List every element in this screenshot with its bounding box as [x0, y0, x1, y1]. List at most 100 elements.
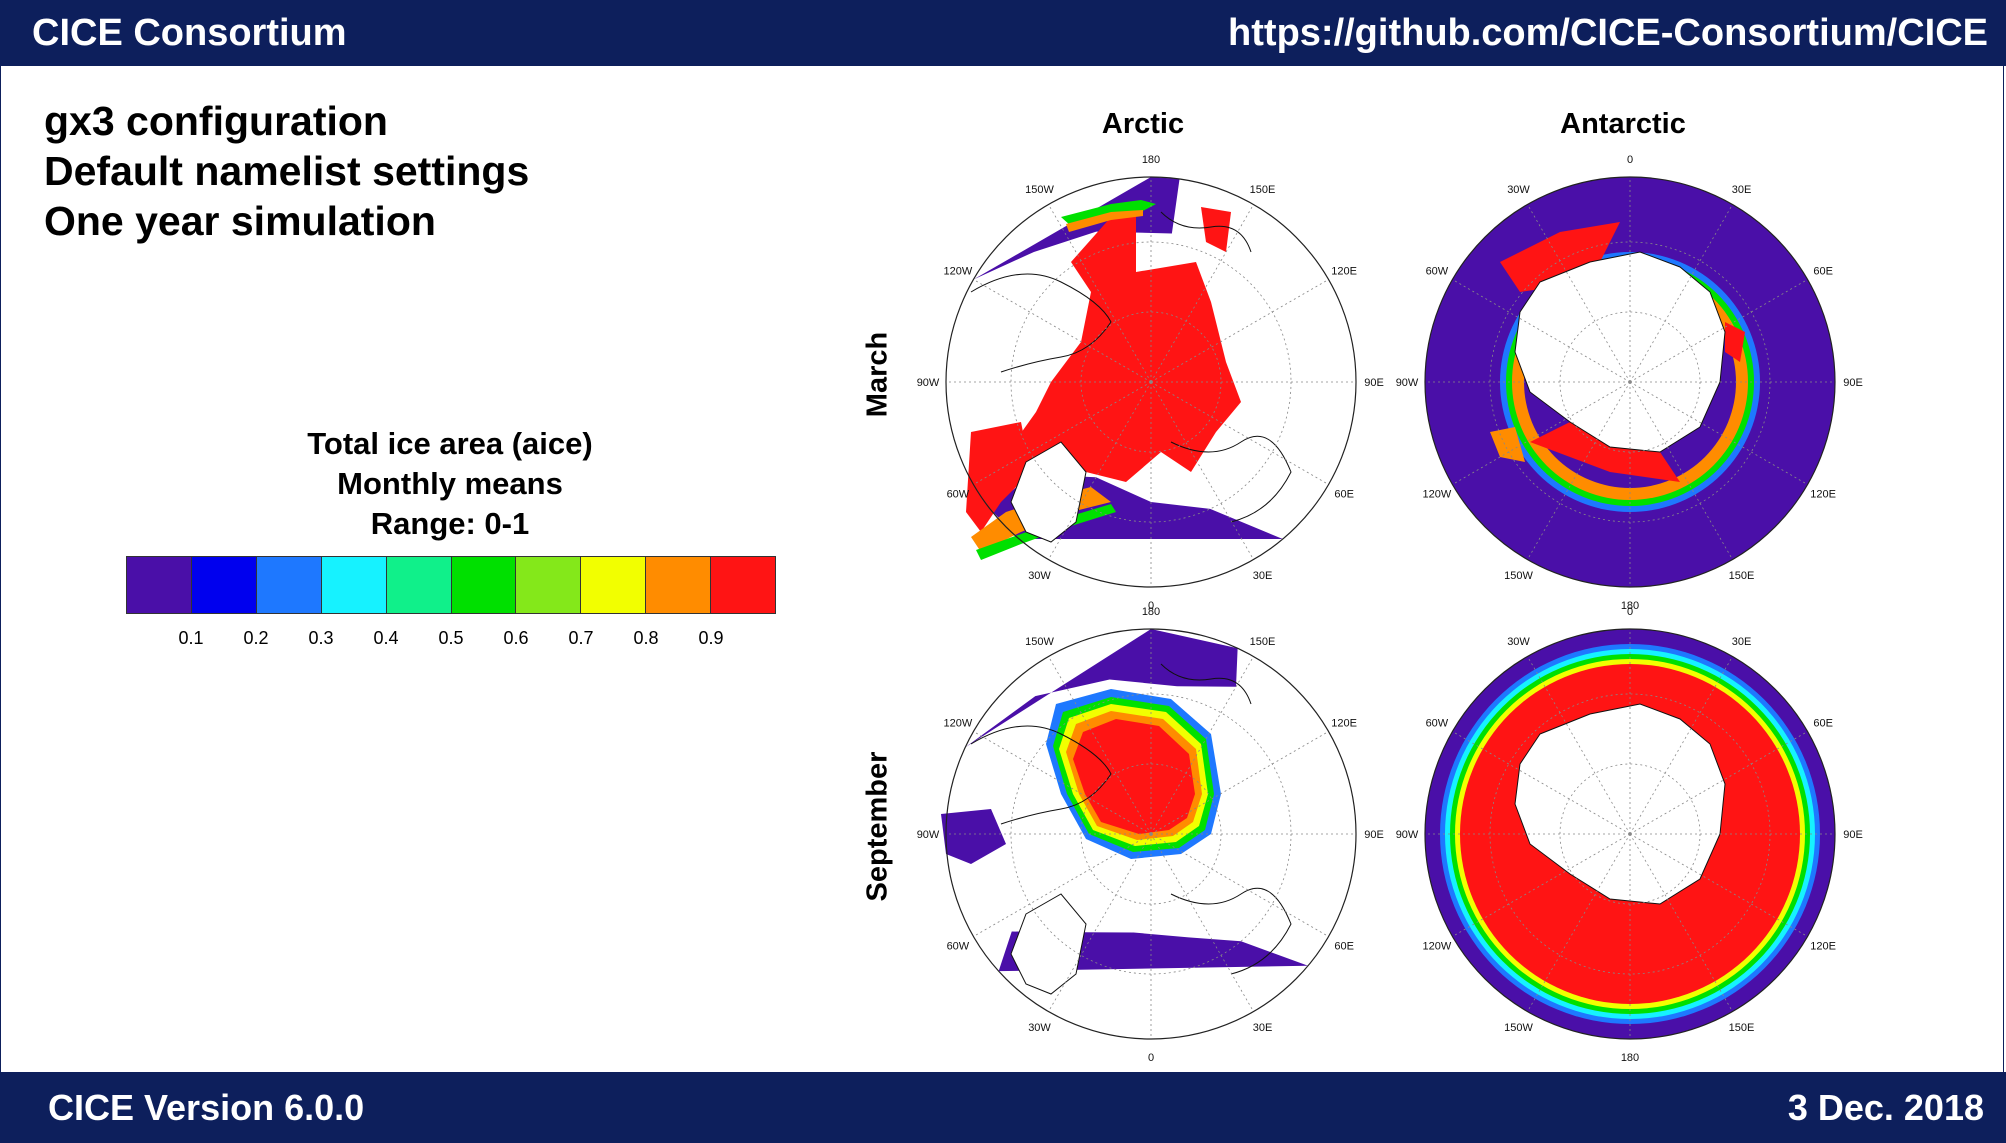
- longitude-label: 0: [1627, 154, 1633, 166]
- legend-title-line: Range: 0-1: [370, 506, 530, 541]
- meridian-line: [1527, 204, 1631, 383]
- meridian-line: [1527, 833, 1631, 1012]
- color-bar-tick-label: 0.6: [503, 628, 529, 648]
- meridian-line: [1629, 381, 1808, 485]
- intro-line: One year simulation: [44, 198, 436, 244]
- coastline: [1170, 435, 1292, 523]
- intro-line: gx3 configuration: [44, 98, 388, 144]
- meridian-line: [1150, 279, 1329, 383]
- land-antarctica: [1515, 252, 1725, 452]
- longitude-label: 180: [1621, 600, 1639, 612]
- sea-ice-high-region: [966, 422, 1031, 532]
- coastline: [1514, 251, 1726, 453]
- meridian-line: [1150, 656, 1254, 835]
- ocean-low-ice-region: [965, 629, 1238, 748]
- meridian-line: [1629, 731, 1808, 835]
- color-bar-tick-label: 0.7: [568, 628, 594, 648]
- footer-date: 3 Dec. 2018: [1787, 1086, 1984, 1128]
- longitude-label: 0: [1148, 1052, 1154, 1064]
- land-greenland: [1011, 894, 1086, 994]
- meridian-line: [973, 381, 1152, 485]
- legend-title-line: Monthly means: [337, 466, 563, 501]
- meridian-line: [1048, 381, 1152, 560]
- longitude-label: 150E: [1250, 184, 1276, 196]
- meridian-line: [1150, 833, 1329, 937]
- color-bar-segment: [516, 557, 582, 613]
- intro-line: Default namelist settings: [44, 148, 530, 194]
- row-title-september: September: [861, 751, 894, 902]
- map-boundary: [945, 628, 1357, 1040]
- map-boundary: [1424, 628, 1836, 1040]
- longitude-label: 150W: [1025, 636, 1054, 648]
- color-bar: [126, 556, 776, 614]
- longitude-label: 120W: [1423, 941, 1452, 953]
- color-bar-tick-label: 0.8: [633, 628, 659, 648]
- coastline: [1010, 441, 1087, 543]
- meridian-line: [1629, 204, 1733, 383]
- color-bar-segment: [256, 557, 322, 613]
- sea-ice-high-region: [1201, 207, 1231, 252]
- sea-ice-high-region: [1530, 422, 1680, 482]
- longitude-label: 60E: [1334, 941, 1354, 953]
- color-bar-ticks: 0.1 0.2 0.3 0.4 0.5 0.6 0.7 0.8 0.9: [0, 628, 900, 652]
- color-bar-segment: [386, 557, 452, 613]
- longitude-label: 120E: [1810, 941, 1836, 953]
- longitude-label: 90W: [917, 829, 940, 841]
- header-url[interactable]: https://github.com/CICE-Consortium/CICE: [1228, 11, 1988, 54]
- longitude-label: 30E: [1253, 570, 1273, 582]
- longitude-label: 120W: [944, 266, 973, 278]
- sea-ice-high-region: [1725, 322, 1745, 362]
- color-bar-segment: [191, 557, 257, 613]
- longitude-label: 60E: [1813, 718, 1833, 730]
- meridian-line: [973, 731, 1152, 835]
- longitude-label: 0: [1627, 606, 1633, 618]
- meridian-line: [1629, 656, 1733, 835]
- meridian-line: [1048, 833, 1152, 1012]
- meridian-line: [1629, 833, 1808, 937]
- meridian-line: [1150, 381, 1254, 560]
- color-bar-tick-label: 0.1: [178, 628, 204, 648]
- longitude-label: 120E: [1810, 489, 1836, 501]
- longitude-label: 90W: [1396, 829, 1419, 841]
- longitude-label: 30W: [1507, 184, 1530, 196]
- longitude-label: 150W: [1025, 184, 1054, 196]
- longitude-label: 120W: [1423, 489, 1452, 501]
- map-antarctic-september: 0 30E 60E 90E 120E 150E 180 150W 120W 90W 60W 30W: [1396, 606, 1863, 1064]
- meridian-line: [1452, 279, 1631, 383]
- column-title-arctic: Arctic: [1101, 108, 1185, 140]
- footer-version: CICE Version 6.0.0: [48, 1086, 365, 1128]
- meridian-line: [1629, 381, 1733, 560]
- color-bar-segment: [451, 557, 517, 613]
- longitude-label: 90W: [1396, 377, 1419, 389]
- row-title-march: March: [861, 331, 894, 418]
- longitude-label: 60E: [1334, 489, 1354, 501]
- sea-ice-high-region: [1011, 217, 1241, 482]
- map-arctic-september: 180 150E 120E 90E 60E 30E 0 30W 60W 90W 120W 150W: [917, 606, 1384, 1064]
- map-antarctic-march: 0 30E 60E 90E 120E 150E 180 150W 120W 90W 60W 30W: [1396, 154, 1863, 612]
- longitude-label: 180: [1142, 154, 1160, 166]
- longitude-label: 120W: [944, 718, 973, 730]
- intro-text: gx3 configuration Default namelist setti…: [44, 96, 529, 246]
- longitude-label: 180: [1142, 606, 1160, 618]
- coastline: [1160, 211, 1252, 253]
- coastline: [1160, 663, 1252, 705]
- longitude-label: 150W: [1504, 570, 1533, 582]
- meridian-line: [973, 279, 1152, 383]
- meridian-line: [1048, 204, 1152, 383]
- longitude-label: 180: [1621, 1052, 1639, 1064]
- color-bar-tick-label: 0.4: [373, 628, 399, 648]
- longitude-label: 60W: [947, 941, 970, 953]
- longitude-label: 150E: [1250, 636, 1276, 648]
- sea-ice-edge-orange: [1490, 427, 1525, 462]
- land-antarctica: [1515, 704, 1725, 904]
- column-title-antarctic: Antarctic: [1560, 108, 1686, 140]
- meridian-line: [1629, 279, 1808, 383]
- meridian-line: [1150, 833, 1254, 1012]
- longitude-label: 90E: [1364, 829, 1384, 841]
- longitude-label: 60E: [1813, 266, 1833, 278]
- longitude-label: 90E: [1843, 377, 1863, 389]
- longitude-label: 30W: [1028, 1022, 1051, 1034]
- coastline: [1514, 703, 1726, 905]
- legend-title: Total ice area (aice) Monthly means Rang…: [250, 424, 650, 544]
- color-bar-segment: [581, 557, 647, 613]
